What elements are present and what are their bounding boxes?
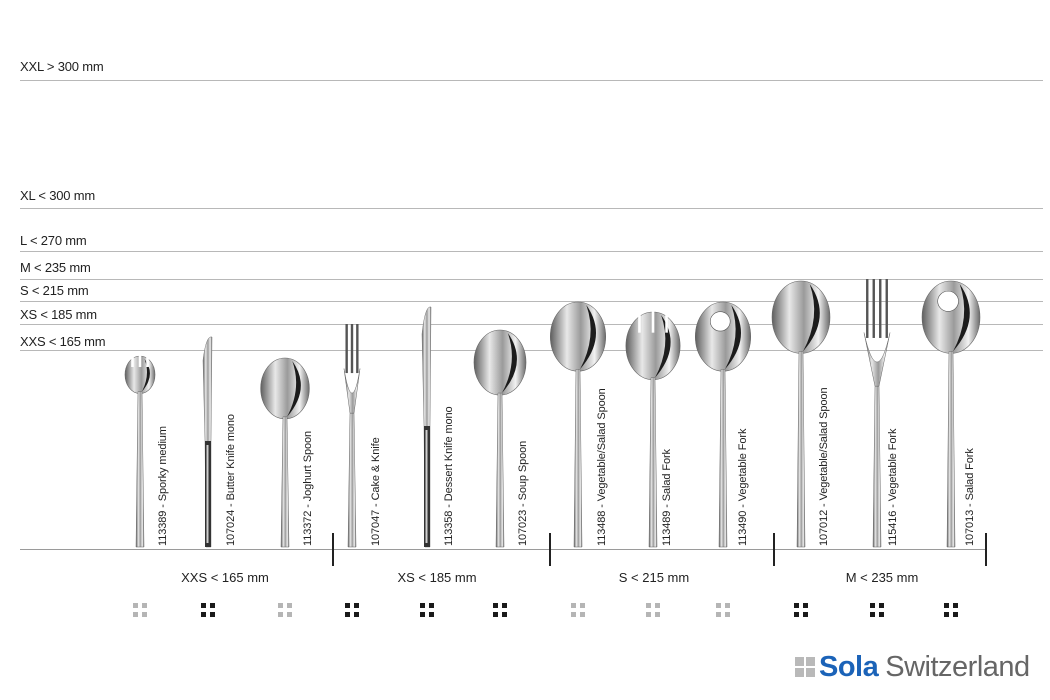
size-line xyxy=(20,80,1043,81)
size-label: M < 235 mm xyxy=(20,260,91,275)
pattern-dots-icon xyxy=(278,603,292,617)
pattern-dots-icon xyxy=(944,603,958,617)
item-label: 107023 - Soup Spoon xyxy=(517,440,529,546)
group-divider xyxy=(332,533,334,566)
size-label: XS < 185 mm xyxy=(20,307,97,322)
group-label-m: M < 235 mm xyxy=(845,570,919,585)
item-label: 107047 - Cake & Knife xyxy=(370,437,382,546)
size-label: XXL > 300 mm xyxy=(20,59,104,74)
size-line xyxy=(20,208,1043,209)
size-label: S < 215 mm xyxy=(20,283,89,298)
pattern-dots-icon xyxy=(133,603,147,617)
group-label-xxs: XXS < 165 mm xyxy=(181,570,269,585)
pattern-dots-icon xyxy=(870,603,884,617)
item-label: 113489 - Salad Fork xyxy=(661,449,673,546)
logo-squares-icon xyxy=(795,657,815,677)
logo-brand-text: Sola xyxy=(819,650,879,683)
cutlery-spoon xyxy=(549,301,606,548)
item-label: 113358 - Dessert Knife mono xyxy=(443,406,455,546)
cutlery-knife xyxy=(202,336,213,548)
group-divider xyxy=(549,533,551,566)
item-label: 107024 - Butter Knife mono xyxy=(225,414,237,546)
item-label: 113372 - Joghurt Spoon xyxy=(302,430,314,546)
size-label: XXS < 165 mm xyxy=(20,334,106,349)
item-label: 113488 - Vegetable/Salad Spoon xyxy=(596,388,608,546)
group-label-s: S < 215 mm xyxy=(618,570,690,585)
item-label: 113389 - Sporky medium xyxy=(157,426,169,546)
cutlery-holespoon xyxy=(921,280,981,548)
cutlery-knife xyxy=(421,306,432,548)
group-divider xyxy=(773,533,775,566)
size-line xyxy=(20,350,1043,351)
logo-region-text: Switzerland xyxy=(885,650,1030,683)
item-label: 115416 - Vegetable Fork xyxy=(887,428,899,546)
cutlery-saladfork xyxy=(625,311,681,548)
cutlery-fork3 xyxy=(343,324,361,548)
size-line xyxy=(20,324,1043,325)
pattern-dots-icon xyxy=(716,603,730,617)
item-label: 113490 - Vegetable Fork xyxy=(737,428,749,546)
cutlery-fork4 xyxy=(863,279,891,548)
group-label-xs: XS < 185 mm xyxy=(397,570,477,585)
brand-logo: Sola Switzerland xyxy=(795,650,1030,684)
cutlery-spoon xyxy=(473,329,527,548)
size-label: XL < 300 mm xyxy=(20,188,95,203)
size-line xyxy=(20,251,1043,252)
cutlery-spork xyxy=(124,355,156,548)
cutlery-spoon xyxy=(771,280,831,548)
baseline xyxy=(20,549,986,550)
group-divider xyxy=(985,533,987,566)
pattern-dots-icon xyxy=(794,603,808,617)
size-label: L < 270 mm xyxy=(20,233,87,248)
cutlery-spoon xyxy=(260,357,310,548)
pattern-dots-icon xyxy=(646,603,660,617)
pattern-dots-icon xyxy=(420,603,434,617)
pattern-dots-icon xyxy=(201,603,215,617)
size-line xyxy=(20,279,1043,280)
pattern-dots-icon xyxy=(345,603,359,617)
size-line xyxy=(20,301,1043,302)
pattern-dots-icon xyxy=(493,603,507,617)
cutlery-holespoon xyxy=(694,301,751,548)
item-label: 107012 - Vegetable/Salad Spoon xyxy=(818,387,830,546)
pattern-dots-icon xyxy=(571,603,585,617)
item-label: 107013 - Salad Fork xyxy=(964,448,976,546)
